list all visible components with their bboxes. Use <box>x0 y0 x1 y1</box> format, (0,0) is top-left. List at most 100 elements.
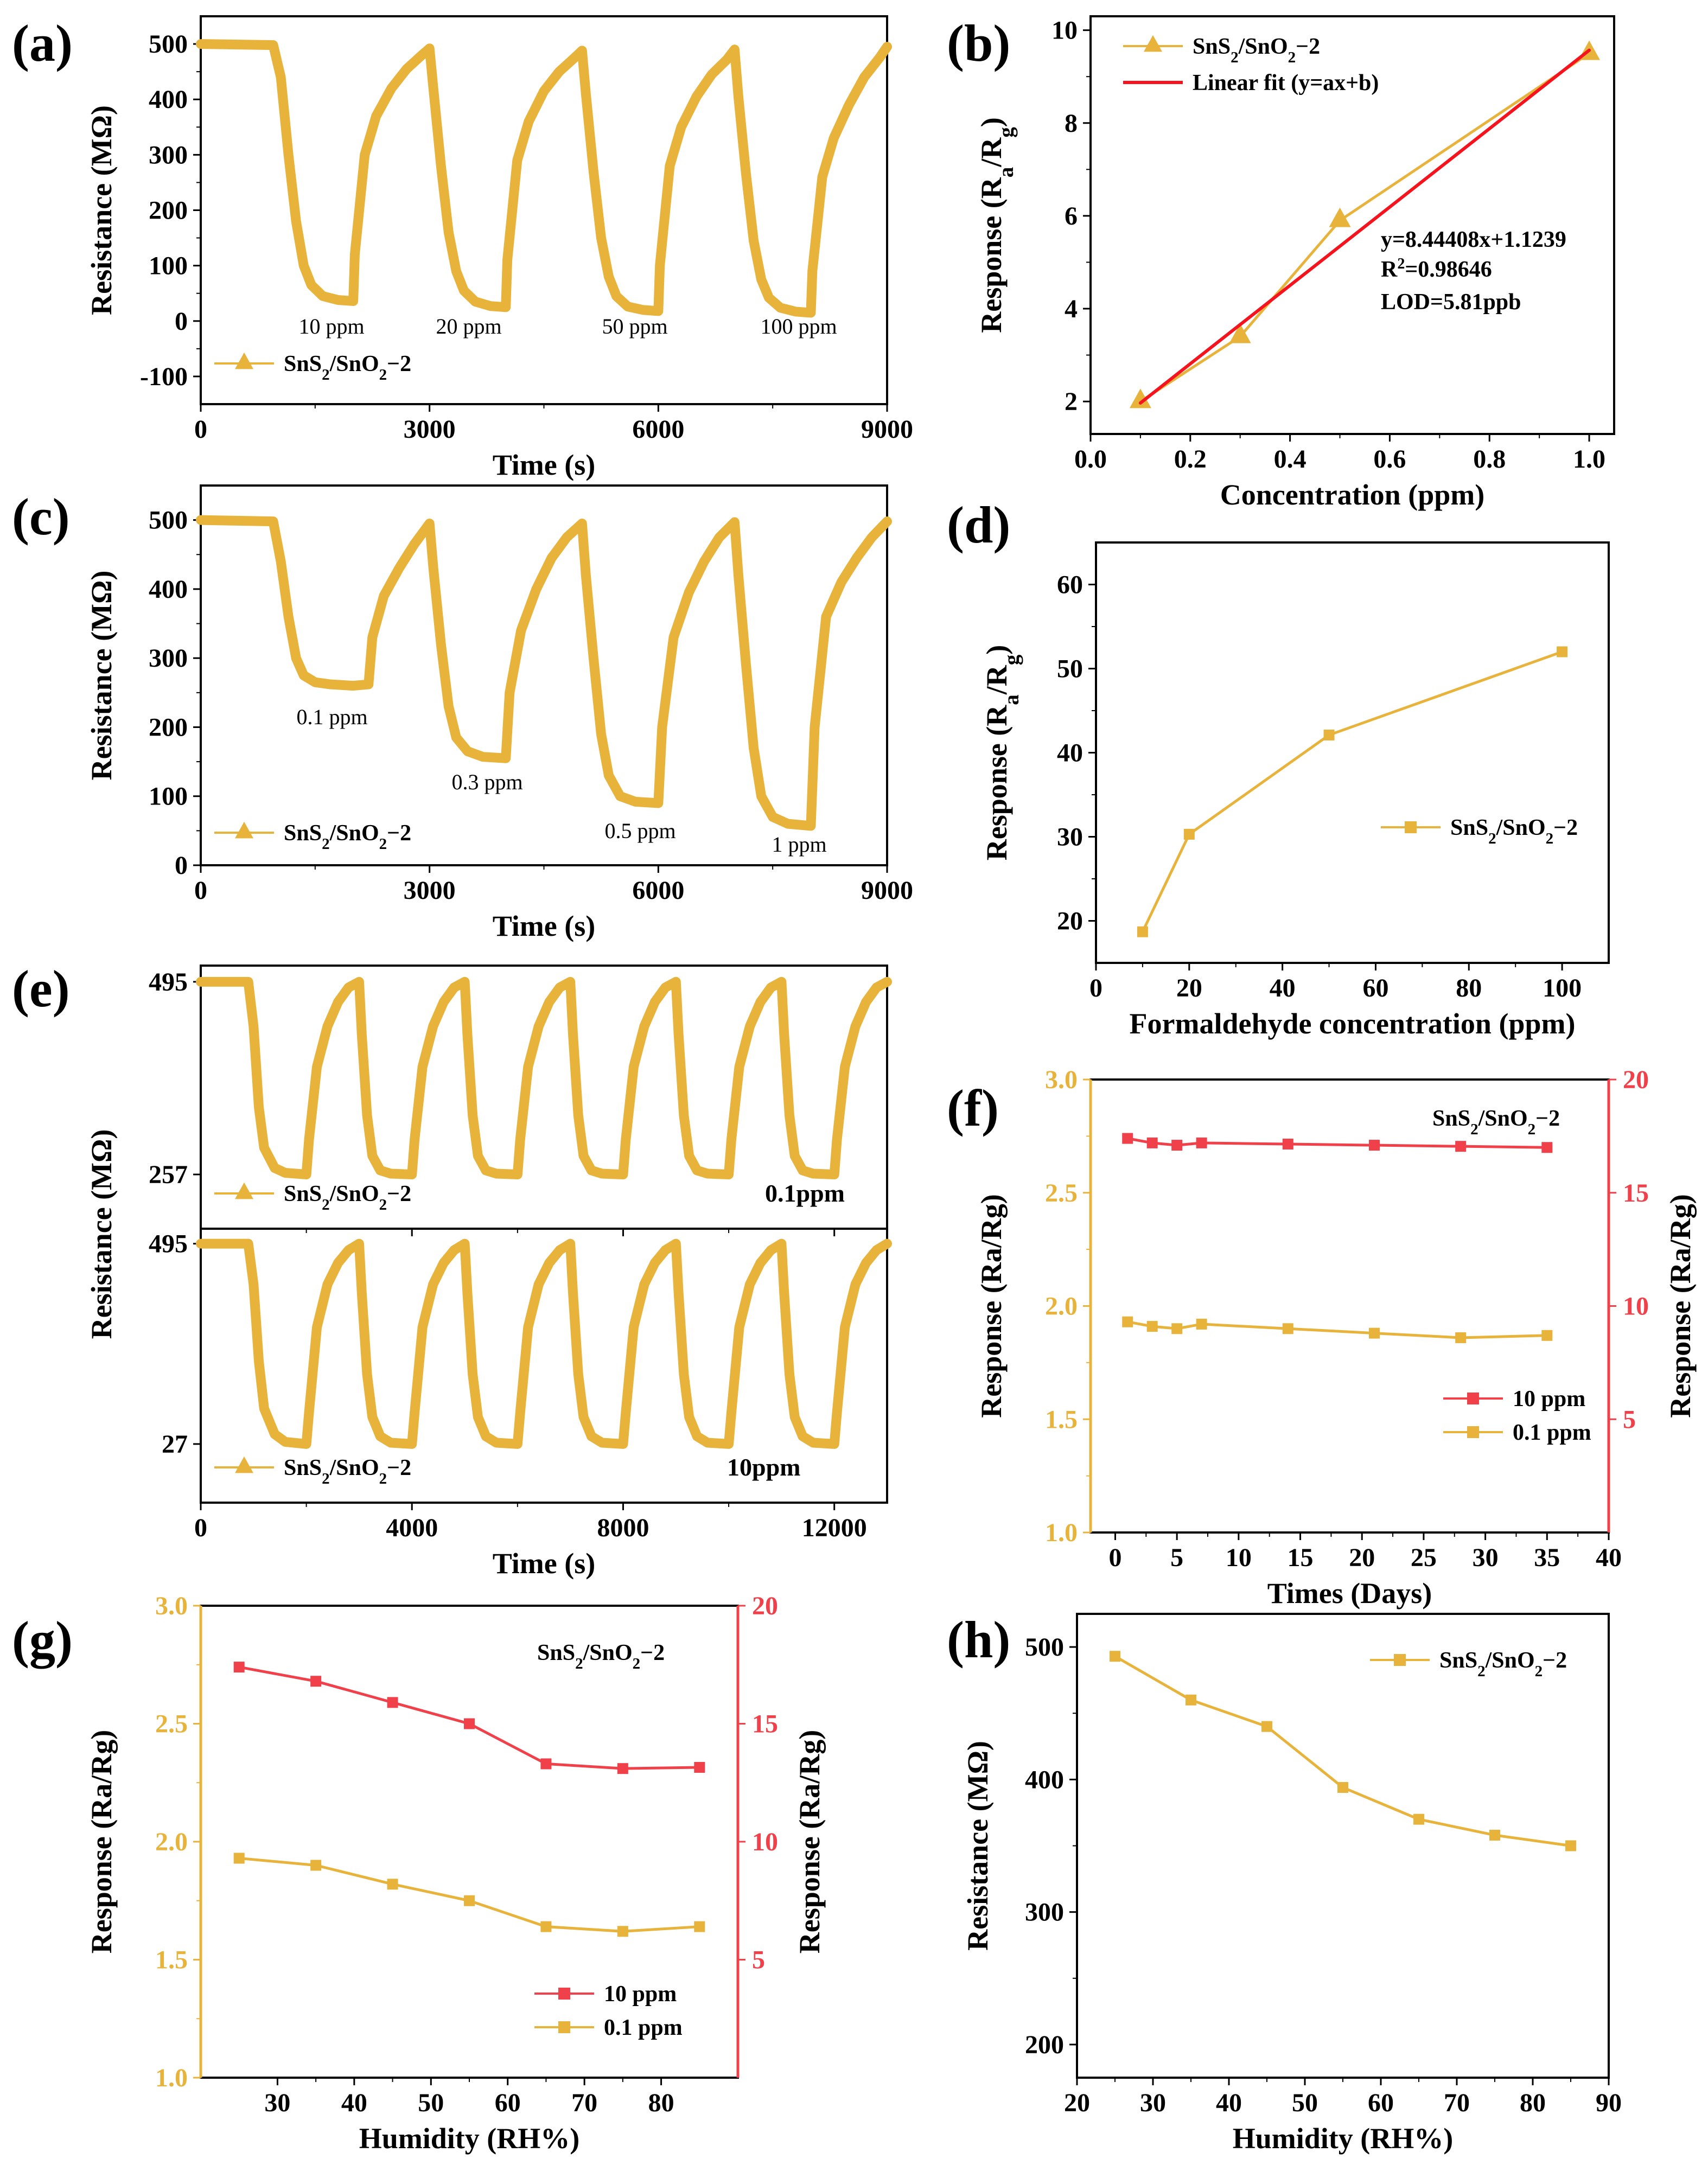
legend-label: SnS2/SnO2−2 <box>1450 815 1578 847</box>
series-line-0-1-ppm <box>1126 1320 1548 1339</box>
legend-marker <box>235 1182 253 1199</box>
y-tick-label: 20 <box>1057 907 1083 936</box>
y-right-tick-label: 15 <box>752 1710 778 1739</box>
y-tick-label: 50 <box>1057 655 1083 684</box>
x-tick-label: 3000 <box>404 415 456 444</box>
legend-label: SnS2/SnO2−2 <box>284 1455 411 1487</box>
y-right-axis-title: Response (Ra/Rg) <box>1664 1194 1697 1418</box>
data-point <box>1171 1323 1183 1334</box>
data-point <box>1110 1651 1120 1662</box>
x-axis-title: Time (s) <box>493 910 595 942</box>
data-point <box>540 1758 552 1770</box>
panel-e1: 495 257 (e) SnS2/SnO2−2 0.1ppm <box>12 960 892 1236</box>
y-tick-label: 257 <box>149 1160 188 1189</box>
panel-label: (a) <box>12 14 73 72</box>
y-tick-label: 2.5 <box>155 1710 188 1739</box>
plot-frame <box>200 1605 739 2079</box>
x-tick-label: 0 <box>194 876 207 905</box>
data-point <box>387 1879 398 1890</box>
x-tick-label: 9000 <box>861 876 913 905</box>
data-point <box>1229 323 1251 343</box>
y-tick-label: 60 <box>1057 571 1083 599</box>
y-right-tick-label: 10 <box>752 1828 778 1856</box>
data-point <box>617 1763 628 1774</box>
x-tick-label: 6000 <box>632 415 684 444</box>
series-line-sns2-sno2-2 <box>1141 650 1564 934</box>
data-point <box>1186 1694 1196 1706</box>
y-right-tick-label: 20 <box>752 1592 778 1620</box>
y-right-axis-title: Response (Ra/Rg) <box>793 1730 826 1954</box>
data-point <box>1368 1140 1380 1151</box>
y-tick-label: 1.5 <box>155 1946 188 1975</box>
series-line-sns2-sno2-2 <box>196 1238 892 1449</box>
series-line-sns2-sno2-2 <box>1139 52 1591 403</box>
fit-annotation: LOD=5.81ppb <box>1381 290 1521 315</box>
data-point <box>1122 1316 1133 1327</box>
concentration-annotation: 100 ppm <box>760 314 837 339</box>
x-tick-label: 60 <box>1368 2089 1394 2117</box>
legend-marker <box>1467 1426 1479 1438</box>
data-point <box>310 1860 322 1871</box>
y-tick-label: 10 <box>1051 16 1078 45</box>
x-tick-label: 40 <box>1270 974 1296 1002</box>
x-tick-label: 6000 <box>632 876 684 905</box>
x-tick-label: 0.8 <box>1473 445 1506 474</box>
data-point <box>1489 1829 1500 1841</box>
y-right-tick-label: 5 <box>1623 1405 1636 1434</box>
series-line-10-ppm <box>238 1665 701 1770</box>
concentration-annotation: 10ppm <box>727 1453 800 1481</box>
x-tick-label: 70 <box>571 2089 597 2117</box>
y-right-tick-label: 5 <box>752 1946 765 1975</box>
data-point <box>1261 1721 1272 1732</box>
x-tick-label: 60 <box>1362 974 1388 1002</box>
data-point <box>1282 1323 1293 1334</box>
data-point <box>1146 1321 1158 1332</box>
panel-f: 0 5 10 15 20 25 30 35 40 1.0 1.5 2.0 2.5 3.0 5 10 15 20 Ti… <box>947 1065 1697 1610</box>
x-tick-label: 70 <box>1444 2089 1470 2117</box>
y-tick-label: -100 <box>140 362 188 391</box>
y-axis-title: Response (Ra/Rg) <box>975 1194 1008 1418</box>
x-tick-label: 0 <box>1108 1543 1121 1572</box>
data-point <box>1146 1137 1158 1148</box>
x-tick-label: 4000 <box>386 1514 438 1542</box>
panel-g: 30 40 50 60 70 80 1.0 1.5 2.0 2.5 3.0 5 10 15 20 Humidi… <box>12 1592 826 2155</box>
y-tick-label: 3.0 <box>155 1592 188 1620</box>
x-tick-label: 5 <box>1170 1543 1183 1572</box>
panel-label: (c) <box>12 488 70 546</box>
material-annotation: SnS2/SnO2−2 <box>1432 1106 1560 1138</box>
y-tick-label: 100 <box>149 782 188 811</box>
x-tick-label: 0.6 <box>1373 445 1406 474</box>
x-tick-label: 12000 <box>802 1514 867 1542</box>
plot-frame <box>200 1228 888 1504</box>
x-axis-title: Times (Days) <box>1267 1577 1432 1610</box>
concentration-annotation: 0.5 ppm <box>604 819 675 843</box>
x-tick-label: 90 <box>1596 2089 1622 2117</box>
concentration-annotation: 10 ppm <box>298 314 364 339</box>
y-tick-label: 300 <box>149 644 188 673</box>
series-line-linear-fit-y-ax-b- <box>1138 48 1591 405</box>
y-tick-label: 27 <box>162 1430 188 1459</box>
legend-marker <box>1394 1654 1406 1666</box>
x-tick-label: 80 <box>648 2089 674 2117</box>
y-tick-label: 0 <box>175 307 188 336</box>
concentration-annotation: 0.1ppm <box>765 1179 845 1207</box>
y-tick-label: 500 <box>149 506 188 535</box>
y-tick-label: 500 <box>149 30 188 59</box>
x-tick-label: 40 <box>1596 1543 1622 1572</box>
legend-label: SnS2/SnO2−2 <box>284 821 411 853</box>
series-line-sns2-sno2-2 <box>1113 1655 1572 1847</box>
data-point <box>1337 1782 1348 1793</box>
data-point <box>1122 1133 1133 1144</box>
panel-label: (d) <box>947 496 1010 554</box>
y-right-tick-label: 10 <box>1623 1292 1649 1321</box>
panel-label: (f) <box>947 1079 999 1137</box>
y-axis-title: Resistance (MΩ) <box>961 1741 994 1951</box>
fit-annotation: R2=0.98646 <box>1381 256 1492 283</box>
panel-label: (b) <box>947 14 1010 72</box>
x-tick-label: 50 <box>1292 2089 1318 2117</box>
x-tick-label: 30 <box>264 2089 290 2117</box>
x-axis-title: Humidity (RH%) <box>359 2122 580 2155</box>
concentration-annotation: 20 ppm <box>436 314 501 339</box>
x-tick-label: 100 <box>1543 974 1582 1002</box>
